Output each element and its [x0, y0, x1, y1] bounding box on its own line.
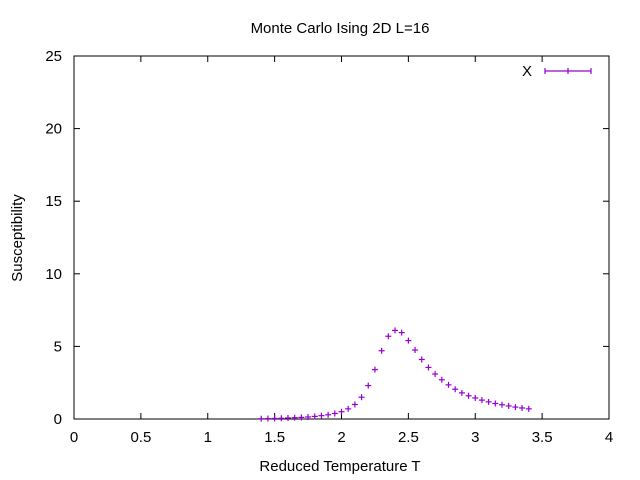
data-point	[378, 347, 385, 354]
data-point	[465, 392, 472, 399]
data-point	[311, 413, 318, 420]
data-series	[258, 327, 532, 422]
x-axis-label: Reduced Temperature T	[259, 458, 420, 475]
data-point	[398, 329, 405, 336]
data-point	[425, 364, 432, 371]
data-point	[438, 376, 445, 383]
data-point	[478, 397, 485, 404]
data-point	[458, 389, 465, 396]
x-tick-label: 2.5	[398, 429, 419, 446]
x-tick-label: 0.5	[130, 429, 151, 446]
data-point	[445, 381, 452, 388]
data-point	[331, 410, 338, 417]
data-point	[318, 412, 325, 419]
legend-marker	[544, 68, 592, 74]
data-point	[412, 347, 419, 354]
y-tick-label: 5	[54, 338, 62, 355]
data-point	[298, 414, 305, 421]
data-point	[305, 413, 312, 420]
data-point	[405, 337, 412, 344]
y-tick-label: 15	[45, 193, 62, 210]
data-point	[271, 415, 278, 422]
data-point	[392, 327, 398, 334]
data-point	[472, 394, 479, 401]
y-tick-label: 20	[45, 121, 62, 138]
data-point	[418, 356, 425, 363]
data-point	[291, 414, 298, 421]
y-tick-label: 0	[54, 411, 62, 428]
chart-title: Monte Carlo Ising 2D L=16	[251, 20, 430, 37]
x-tick-label: 1.5	[264, 429, 285, 446]
y-axis-label: Susceptibility	[9, 194, 26, 282]
axis-ticks: 0 0.5 1 1.5 2 2.5 3 3.5 4 0 5 10 15 20 25	[45, 48, 613, 446]
data-point	[285, 414, 291, 421]
data-point	[325, 411, 332, 418]
plot-area	[73, 55, 610, 420]
legend-label: X	[522, 63, 532, 80]
y-tick-label: 10	[45, 266, 62, 283]
y-tick-label: 25	[45, 48, 62, 65]
data-point	[358, 394, 365, 401]
legend: X	[522, 63, 592, 80]
data-point	[499, 401, 505, 408]
data-point	[485, 398, 492, 405]
x-tick-label: 3.5	[532, 429, 553, 446]
data-point	[432, 370, 439, 377]
data-point	[371, 366, 378, 373]
x-tick-label: 0	[70, 429, 78, 446]
x-tick-label: 4	[605, 429, 613, 446]
data-point	[385, 333, 392, 340]
data-point	[264, 415, 271, 422]
data-point	[278, 415, 285, 422]
data-point	[345, 405, 352, 412]
data-point	[452, 386, 459, 393]
data-point	[525, 405, 532, 412]
data-point	[258, 415, 265, 422]
data-point	[505, 402, 512, 409]
data-point	[338, 408, 345, 415]
x-tick-label: 3	[471, 429, 479, 446]
data-point	[365, 382, 372, 389]
data-point	[519, 404, 526, 411]
data-point	[512, 404, 519, 411]
x-tick-label: 1	[204, 429, 212, 446]
data-point	[351, 401, 358, 408]
data-point	[492, 400, 499, 407]
x-tick-label: 2	[337, 429, 345, 446]
